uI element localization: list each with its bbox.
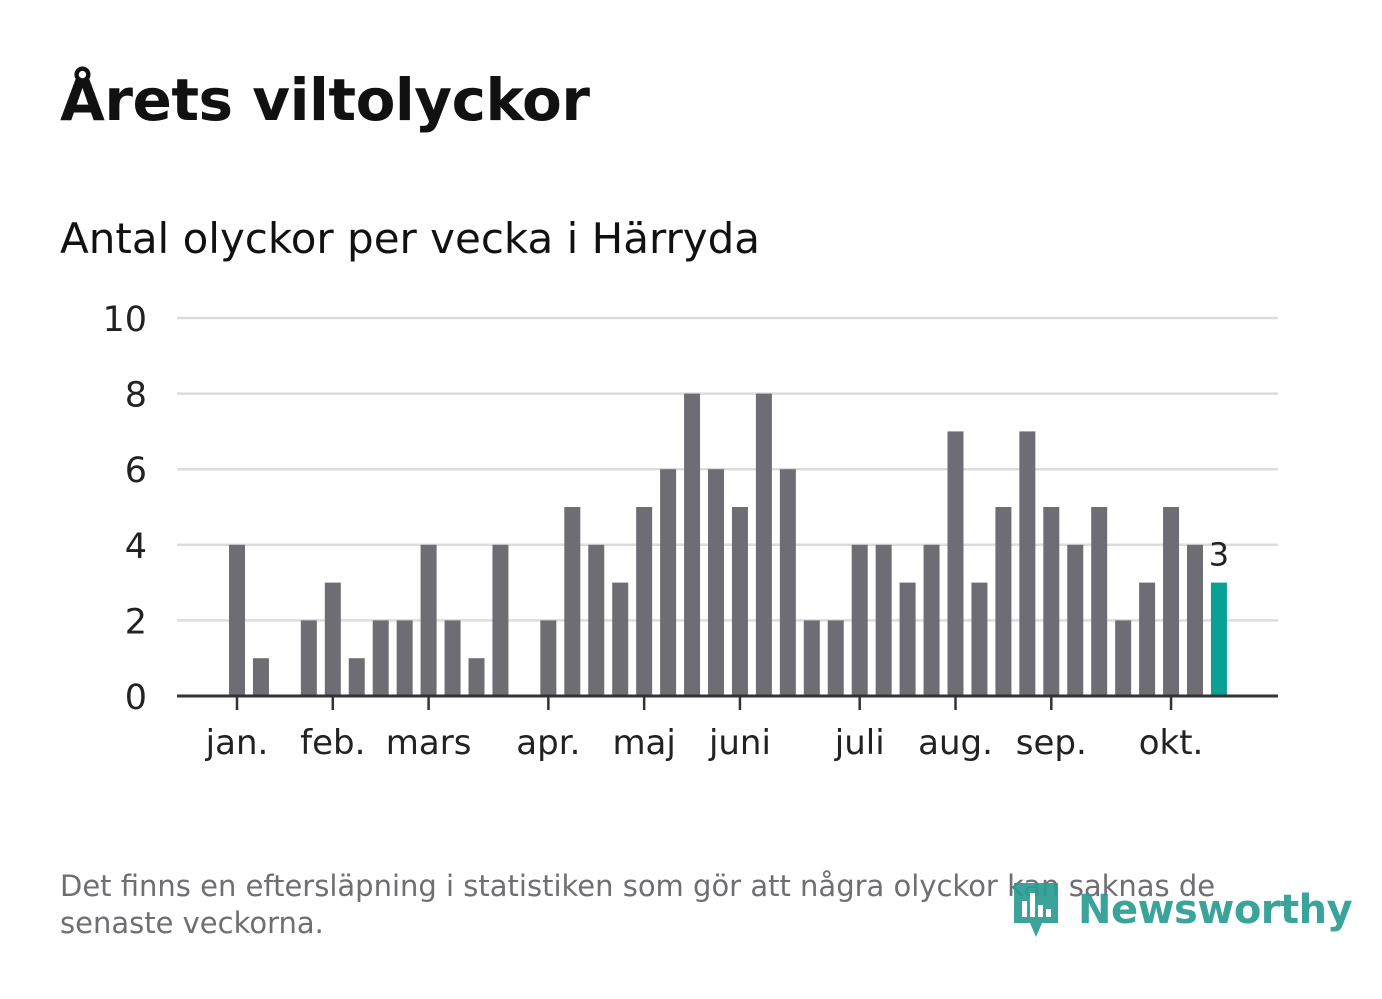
bar [540, 620, 557, 696]
bar-chart: 0 2 4 6 8 10 3 jan. feb. mars apr. maj juni juli aug… [102, 300, 1278, 763]
bar [899, 582, 916, 696]
bar [324, 582, 341, 696]
newsworthy-logo-icon [1014, 883, 1058, 937]
bar [444, 620, 461, 696]
y-tick-label: 4 [125, 527, 147, 567]
bar [1091, 507, 1108, 696]
bar-highlight [1210, 582, 1227, 696]
x-tick-label: juni [708, 723, 771, 763]
x-tick-label: juli [834, 723, 885, 763]
gridlines [177, 316, 1278, 622]
chart-subtitle: Antal olyckor per vecka i Härryda [60, 214, 760, 263]
x-tick-label: sep. [1016, 723, 1087, 763]
bar [708, 469, 724, 696]
bar [612, 582, 629, 696]
chart-title: Årets viltolyckor [60, 66, 590, 134]
bar [923, 544, 940, 696]
bar [564, 507, 581, 696]
bar [252, 658, 269, 696]
bar [755, 393, 772, 696]
bar [827, 620, 844, 696]
x-tick-label: aug. [918, 723, 993, 763]
bar [875, 544, 892, 696]
bar [971, 582, 988, 696]
y-tick-label: 10 [102, 300, 147, 340]
y-tick-label: 8 [125, 376, 147, 416]
x-tick-label: maj [612, 723, 675, 763]
bar [1139, 582, 1156, 696]
bar [468, 658, 485, 696]
bar [684, 393, 701, 696]
bar [1187, 544, 1203, 696]
bar [731, 507, 748, 696]
bar [348, 658, 365, 696]
bar [372, 620, 389, 696]
highlight-value-label: 3 [1209, 536, 1229, 574]
newsworthy-logo-text: Newsworthy [1078, 887, 1353, 933]
bar [947, 431, 964, 696]
x-axis [177, 694, 1278, 710]
bar [1067, 544, 1084, 696]
x-tick-label: feb. [300, 723, 365, 763]
bar [300, 620, 317, 696]
bar [851, 544, 868, 696]
bar [1115, 620, 1132, 696]
bar [636, 507, 653, 696]
y-tick-label: 6 [125, 451, 147, 491]
bar [803, 620, 820, 696]
x-tick-label: mars [386, 723, 472, 763]
bar [1019, 431, 1036, 696]
x-tick-label: apr. [516, 723, 580, 763]
y-axis-ticks: 0 2 4 6 8 10 [102, 300, 147, 718]
x-tick-label: okt. [1139, 723, 1204, 763]
x-tick-label: jan. [205, 723, 269, 763]
bar [1163, 507, 1180, 696]
bar [660, 469, 677, 696]
bar [492, 544, 509, 696]
bar [1043, 507, 1060, 696]
bar [229, 544, 245, 696]
bar [588, 544, 605, 696]
bars: 3 [229, 393, 1229, 696]
x-axis-labels: jan. feb. mars apr. maj juni juli aug. sep. okt. [205, 723, 1204, 763]
bar [420, 544, 437, 696]
y-tick-label: 2 [125, 602, 147, 642]
bar [995, 507, 1012, 696]
newsworthy-logo[interactable]: Newsworthy [1010, 878, 1353, 942]
bar [779, 469, 796, 696]
y-tick-label: 0 [125, 678, 147, 718]
bar [396, 620, 413, 696]
